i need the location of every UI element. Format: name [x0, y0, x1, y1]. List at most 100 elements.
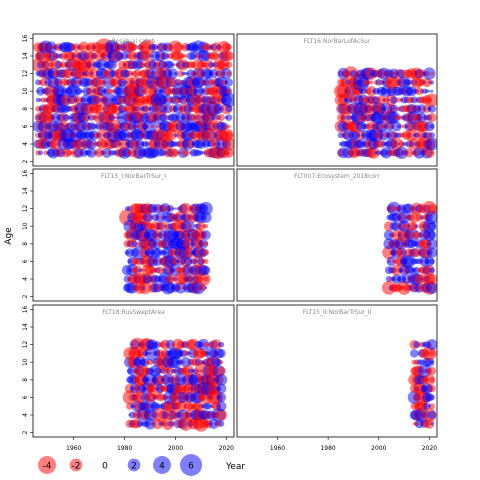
residual-point: [156, 266, 164, 274]
residual-point: [218, 59, 230, 71]
residual-point: [402, 255, 416, 268]
residual-point: [428, 132, 436, 139]
y-tick-label: 16: [22, 34, 29, 42]
residual-point: [79, 89, 83, 93]
residual-point: [425, 93, 437, 107]
residual-point: [425, 281, 437, 294]
y-tick-label: 4: [22, 413, 29, 417]
y-tick-label: 14: [22, 52, 29, 60]
residual-point: [404, 148, 414, 158]
residual-point: [189, 225, 192, 228]
residual-point: [203, 341, 209, 348]
residual-point: [203, 224, 209, 229]
residual-point: [133, 69, 142, 78]
residual-point: [387, 201, 401, 216]
y-axis-label: Age: [4, 227, 14, 245]
residual-point: [144, 417, 156, 430]
panel-5: FLT18:RusSweptArea: [32, 304, 235, 438]
residual-point: [340, 111, 352, 124]
residual-point: [430, 89, 434, 93]
residual-point: [180, 202, 192, 215]
residual-point: [429, 267, 435, 274]
residual-point: [429, 394, 435, 401]
residual-point: [65, 149, 73, 157]
residual-point: [429, 377, 435, 383]
residual-point: [225, 61, 233, 69]
residual-point: [224, 131, 233, 140]
residual-point: [401, 141, 407, 147]
y-tick-label: 10: [22, 222, 29, 230]
residual-point: [196, 221, 206, 231]
residual-point: [139, 61, 146, 69]
residual-point: [216, 348, 226, 358]
residual-point: [203, 241, 209, 247]
residual-point: [139, 39, 156, 55]
residual-point: [166, 205, 174, 213]
residual-point: [173, 72, 178, 76]
panels-group: Residual catch FLT16:NorBarLofAcSur FLT15_…: [32, 33, 438, 438]
residual-point: [413, 341, 421, 349]
y-tick-label: 16: [22, 169, 29, 177]
residual-point: [96, 86, 107, 97]
panel-title: FLT007:Ecosystem_2018corr: [294, 173, 380, 180]
residual-point: [218, 341, 225, 348]
residual-point: [113, 63, 116, 66]
residual-point: [72, 43, 81, 52]
residual-point: [199, 201, 213, 216]
legend-bubble: [180, 454, 202, 476]
residual-point: [424, 89, 429, 94]
residual-point: [376, 95, 386, 105]
residual-point: [144, 345, 161, 362]
residual-point: [427, 104, 436, 113]
residual-point: [417, 364, 432, 378]
residual-point: [360, 87, 367, 95]
residual-point: [425, 137, 437, 151]
residual-point: [183, 257, 193, 266]
residual-point: [60, 88, 67, 94]
residual-point: [428, 384, 436, 393]
residual-point: [392, 259, 396, 264]
residual-point: [387, 111, 400, 124]
residual-point: [428, 349, 436, 357]
panel-title: FLT15_II:NorBarTrSur_II: [303, 309, 372, 316]
residual-point: [425, 210, 437, 225]
residual-point: [396, 97, 402, 103]
residual-point: [213, 103, 224, 114]
residual-point: [215, 373, 228, 386]
residual-point: [203, 258, 209, 264]
panel-frame: [236, 33, 438, 167]
panel-frame: [236, 304, 438, 438]
panel-3: FLT15_I:NorBarTrSur_I: [32, 168, 235, 302]
residual-point: [391, 121, 402, 132]
residual-point: [406, 79, 413, 86]
residual-point: [108, 114, 116, 122]
residual-point: [416, 112, 427, 123]
residual-point: [387, 76, 401, 89]
residual-point: [212, 52, 220, 60]
legend-label: 6: [188, 462, 194, 472]
residual-point: [64, 69, 74, 79]
residual-point: [94, 104, 104, 114]
residual-point: [176, 52, 185, 60]
residual-point: [412, 230, 422, 240]
panel-6: FLT15_II:NorBarTrSur_II: [236, 304, 438, 438]
residual-point: [427, 366, 437, 376]
residual-point: [188, 368, 194, 374]
residual-point: [183, 71, 188, 76]
residual-point: [386, 256, 397, 267]
panel-points: [334, 66, 437, 160]
residual-point: [204, 286, 208, 289]
residual-point: [171, 207, 175, 210]
y-tick-label: 4: [22, 142, 29, 146]
residual-point: [167, 68, 179, 79]
residual-point: [138, 268, 142, 273]
residual-point: [175, 400, 187, 412]
residual-point: [405, 129, 418, 142]
residual-point: [219, 360, 224, 365]
legend-label: -2: [72, 462, 81, 472]
residual-point: [118, 129, 131, 142]
residual-point: [131, 44, 138, 51]
residual-point: [169, 356, 182, 369]
y-tick-label: 14: [22, 323, 29, 331]
residual-point: [428, 90, 431, 93]
